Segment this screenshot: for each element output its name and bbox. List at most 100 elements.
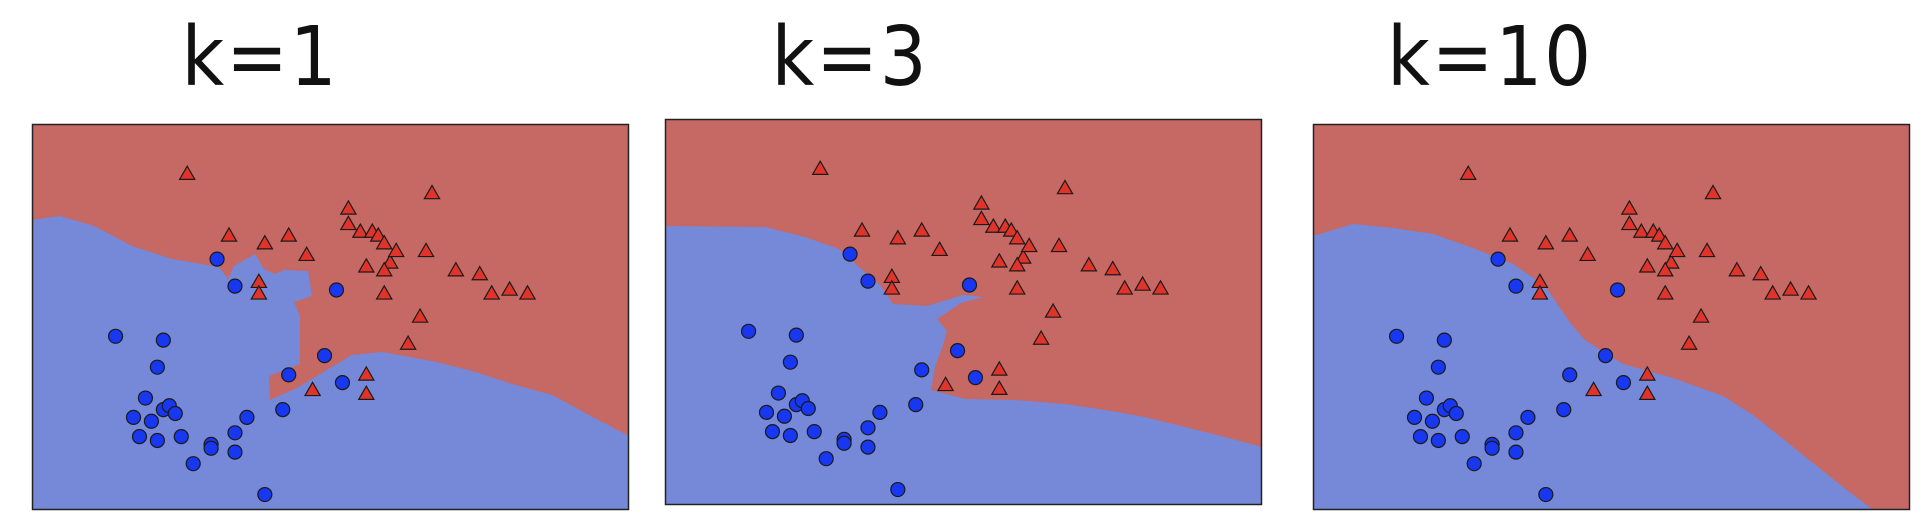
red-triangle-point [889, 229, 907, 245]
red-triangle-point [369, 226, 387, 242]
blue-circle-point [227, 425, 243, 441]
blue-circle-point [1448, 405, 1464, 422]
blue-circle-point [872, 404, 888, 420]
blue-circle-point [149, 359, 165, 375]
blue-circle-point [890, 481, 906, 498]
red-region [1313, 124, 1910, 510]
red-triangle-point [518, 284, 537, 300]
red-triangle-point [1578, 246, 1597, 262]
red-triangle-point [930, 241, 949, 257]
blue-circle-point [1412, 429, 1429, 445]
red-triangle-point [984, 217, 1002, 233]
blue-circle-point [239, 409, 255, 425]
blue-circle-point [908, 397, 924, 413]
blue-circle-point [1484, 440, 1500, 456]
red-triangle-point [1650, 226, 1668, 242]
blue-circle-point [281, 367, 297, 383]
red-triangle-point [339, 199, 358, 215]
blue-circle-point [1508, 278, 1524, 294]
blue-circle-point [1466, 456, 1482, 472]
red-triangle-point [1620, 215, 1639, 231]
blue-circle-point [806, 424, 822, 440]
blue-circle-point [1406, 409, 1423, 425]
red-triangle-point [411, 307, 429, 323]
red-triangle-point [1080, 256, 1098, 272]
red-triangle-point [178, 164, 196, 180]
red-triangle-point [1728, 261, 1746, 277]
red-triangle-point [1008, 279, 1026, 295]
red-region [32, 124, 629, 436]
blue-circle-point [1508, 444, 1524, 460]
blue-circle-point [125, 409, 142, 425]
blue-circle-point [1615, 375, 1632, 391]
red-triangle-point [990, 379, 1008, 395]
blue-circle-point [257, 486, 273, 503]
panel-3-title: k=10 [1387, 10, 1593, 105]
red-triangle-point [375, 261, 393, 277]
plot-frame [1312, 123, 1911, 511]
red-triangle-point [972, 194, 991, 210]
red-triangle-point [1133, 275, 1152, 291]
blue-circle-point [1454, 429, 1470, 445]
blue-circle-point [209, 251, 225, 267]
red-triangle-point [1704, 184, 1722, 200]
red-triangle-point [351, 222, 369, 238]
red-triangle-point [256, 234, 274, 250]
red-triangle-point [972, 210, 991, 226]
red-triangle-point [1044, 302, 1062, 318]
red-triangle-point [883, 279, 901, 295]
red-triangle-point [423, 184, 441, 200]
blue-circle-point [1436, 332, 1452, 348]
red-triangle-point [1799, 284, 1818, 300]
red-triangle-point [381, 253, 399, 269]
blue-circle-point [155, 332, 171, 348]
panel-k10-plot [1312, 123, 1911, 511]
plot-frame [664, 118, 1263, 506]
blue-circle-point [1508, 425, 1524, 441]
red-triangle-point [1632, 222, 1650, 238]
red-triangle-point [1662, 253, 1680, 269]
red-triangle-point [1050, 237, 1068, 253]
red-triangle-point [1764, 284, 1782, 300]
blue-circle-point [167, 405, 183, 422]
red-triangle-point [1008, 256, 1026, 272]
blue-circle-point [1388, 328, 1405, 344]
red-triangle-point [1752, 265, 1770, 281]
blue-circle-point [800, 400, 816, 417]
red-triangle-point [990, 360, 1008, 376]
blue-circle-point [740, 323, 757, 339]
red-triangle-point [417, 242, 435, 258]
red-triangle-point [339, 215, 358, 231]
red-triangle-point [936, 376, 955, 392]
red-triangle-point [471, 265, 489, 281]
blue-circle-point [1562, 367, 1578, 383]
red-triangle-point [1638, 365, 1656, 381]
red-triangle-point [1056, 179, 1074, 195]
blue-circle-point [949, 343, 966, 359]
red-triangle-point [1014, 248, 1032, 264]
red-triangle-point [1656, 234, 1674, 250]
blue-circle-point [1424, 413, 1441, 429]
blue-circle-point [328, 282, 345, 298]
blue-circle-point [185, 456, 201, 472]
red-triangle-point [357, 257, 375, 273]
red-triangle-point [1104, 260, 1122, 276]
blue-circle-point [1418, 390, 1435, 406]
red-triangle-point [500, 280, 519, 296]
panel-k1-plot [31, 123, 630, 511]
red-triangle-point [357, 365, 375, 381]
blue-circle-point [316, 348, 333, 364]
blue-circle-point [961, 277, 978, 293]
blue-circle-point [782, 354, 798, 370]
blue-circle-point [1609, 282, 1626, 298]
red-triangle-point [1561, 226, 1579, 242]
red-triangle-point [913, 221, 931, 237]
red-triangle-point [1531, 284, 1549, 300]
red-triangle-point [297, 246, 316, 262]
red-triangle-point [1584, 381, 1603, 397]
blue-circle-point [758, 404, 775, 420]
red-triangle-point [303, 381, 322, 397]
blue-circle-point [1430, 432, 1446, 449]
blue-circle-point [1556, 402, 1572, 418]
blue-circle-point [788, 327, 804, 343]
